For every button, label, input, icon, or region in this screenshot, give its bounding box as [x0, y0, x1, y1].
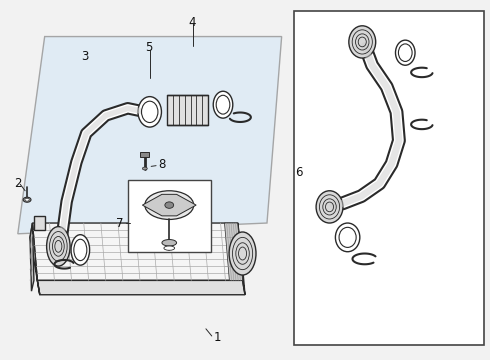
Ellipse shape	[216, 95, 230, 114]
Ellipse shape	[398, 44, 412, 62]
Text: 7: 7	[116, 216, 123, 230]
Ellipse shape	[145, 191, 194, 220]
Ellipse shape	[143, 167, 147, 170]
Polygon shape	[238, 223, 245, 295]
Ellipse shape	[74, 239, 87, 261]
Ellipse shape	[142, 101, 158, 122]
Ellipse shape	[165, 202, 173, 208]
Text: 3: 3	[81, 50, 89, 63]
Text: 5: 5	[145, 41, 152, 54]
Polygon shape	[37, 280, 245, 295]
Polygon shape	[30, 223, 34, 291]
Bar	[141, 152, 149, 157]
Ellipse shape	[25, 198, 29, 201]
Polygon shape	[34, 216, 45, 230]
Ellipse shape	[339, 227, 356, 247]
Text: 4: 4	[189, 16, 196, 29]
Ellipse shape	[164, 246, 174, 250]
Ellipse shape	[213, 91, 233, 118]
Ellipse shape	[162, 239, 176, 246]
Ellipse shape	[23, 197, 31, 202]
Ellipse shape	[335, 223, 360, 252]
Ellipse shape	[47, 226, 70, 266]
Bar	[167, 95, 208, 125]
Text: 8: 8	[158, 158, 166, 171]
Ellipse shape	[349, 26, 376, 58]
Text: 1: 1	[213, 330, 220, 343]
Ellipse shape	[229, 232, 256, 275]
Ellipse shape	[316, 191, 343, 223]
Text: 6: 6	[295, 166, 303, 179]
Bar	[294, 12, 485, 345]
Polygon shape	[143, 194, 196, 216]
Polygon shape	[224, 223, 243, 280]
Polygon shape	[32, 223, 243, 280]
Text: 2: 2	[14, 177, 22, 190]
Ellipse shape	[138, 96, 161, 127]
Polygon shape	[30, 223, 40, 295]
Polygon shape	[18, 37, 282, 234]
Ellipse shape	[395, 40, 415, 65]
Bar	[128, 180, 211, 252]
Ellipse shape	[71, 235, 90, 265]
